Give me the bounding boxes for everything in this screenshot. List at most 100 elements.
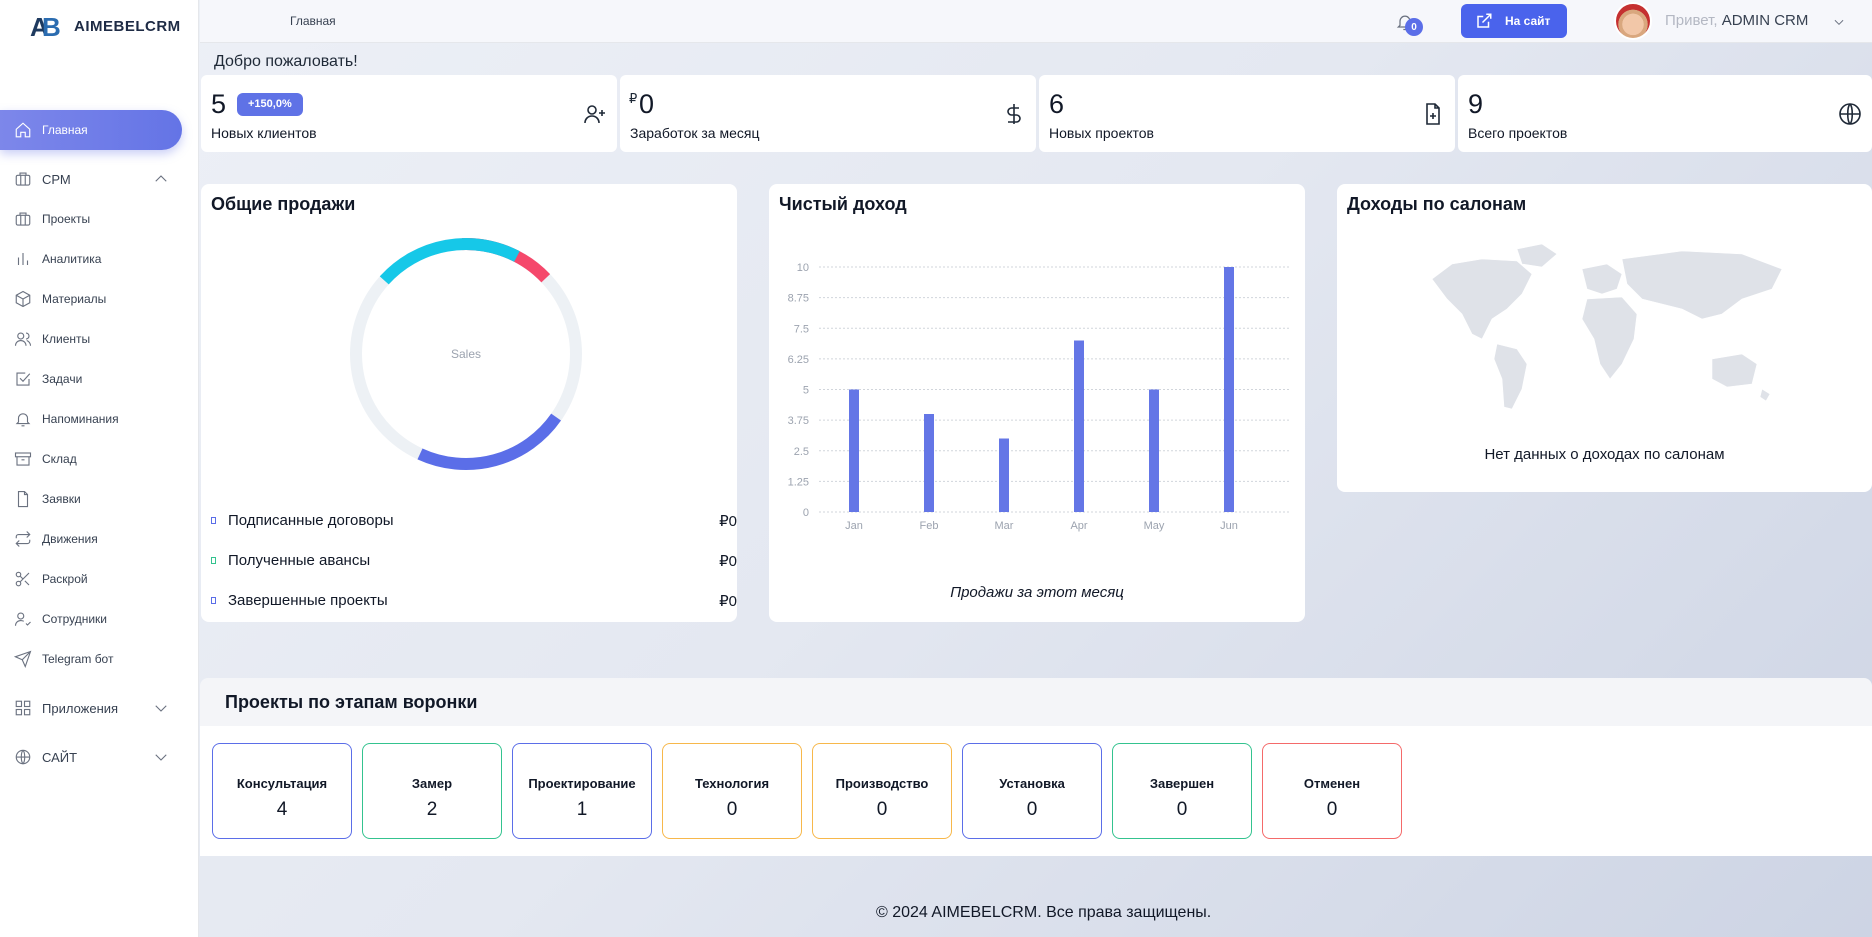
map-south-america — [1493, 343, 1528, 410]
y-tick-label: 0 — [803, 507, 809, 519]
sidebar-item-requests[interactable]: Заявки — [0, 481, 182, 517]
sidebar-item-label: Материалы — [42, 292, 107, 306]
grid-icon — [15, 700, 31, 716]
box-icon — [15, 290, 31, 308]
chevron-down-icon[interactable] — [1832, 15, 1846, 29]
sidebar-item-telegram[interactable]: Telegram бот — [0, 641, 182, 677]
user-name: ADMIN CRM — [1721, 12, 1809, 29]
stat-label: Новых клиентов — [211, 125, 317, 141]
sidebar-item-analytics[interactable]: Аналитика — [0, 241, 182, 277]
notification-count-badge: 0 — [1405, 18, 1423, 36]
sidebar-item-cutting[interactable]: Раскрой — [0, 561, 182, 597]
stat-label: Всего проектов — [1468, 125, 1568, 141]
stage-name: Проектирование — [528, 776, 636, 791]
bar-feb[interactable] — [924, 414, 934, 512]
home-icon — [15, 122, 31, 138]
bar-apr[interactable] — [1074, 340, 1084, 513]
empty-state-text: Нет данных о доходах по салонам — [1484, 446, 1725, 463]
chevron-down-icon — [155, 754, 167, 761]
sidebar-group-label: СРМ — [42, 171, 71, 187]
sidebar-item-home[interactable]: Главная — [0, 110, 182, 150]
avatar[interactable] — [1614, 2, 1652, 40]
globe-icon — [15, 749, 31, 765]
breadcrumb[interactable]: Главная — [290, 14, 336, 28]
donut-center-label: Sales — [451, 347, 481, 361]
stage-count: 2 — [426, 799, 438, 820]
x-tick-label: May — [1144, 520, 1165, 532]
sidebar-item-tasks[interactable]: Задачи — [0, 361, 182, 397]
bar-jun[interactable] — [1224, 267, 1234, 512]
sidebar-item-projects[interactable]: Проекты — [0, 201, 182, 237]
go-to-site-button[interactable]: На сайт — [1461, 4, 1567, 38]
stat-card-total-projects: 9 Всего проектов — [1458, 75, 1872, 152]
bar-may[interactable] — [1149, 389, 1159, 513]
sidebar-group-crm[interactable]: СРМ — [0, 161, 182, 197]
net-income-panel: Чистый доход 0 1.25 2.5 3.75 5 6.25 7.5 8.75 10 J… — [769, 184, 1305, 622]
sidebar-item-label: Telegram бот — [42, 652, 114, 666]
sidebar-item-materials[interactable]: Материалы — [0, 281, 182, 317]
stat-card-new-projects: 6 Новых проектов — [1039, 75, 1455, 152]
scissors-icon — [15, 571, 30, 587]
growth-badge: +150,0% — [237, 93, 303, 116]
brand-logo[interactable]: A B AIMEBELCRM — [30, 12, 181, 40]
x-tick-label: Feb — [920, 520, 939, 532]
sidebar-group-site[interactable]: САЙТ — [0, 739, 182, 775]
funnel-stage-card[interactable]: Технология 0 — [662, 743, 802, 839]
sales-panel: Общие продажи Sales Подписанные договоры… — [201, 184, 737, 622]
stat-value: 0 — [639, 89, 655, 119]
sidebar-item-clients[interactable]: Клиенты — [0, 321, 182, 357]
globe-icon — [1839, 103, 1861, 125]
stage-count: 0 — [1326, 799, 1338, 820]
briefcase-icon — [15, 172, 31, 186]
world-map — [1431, 243, 1783, 410]
salon-income-panel: Доходы по салонам Нет данных о доходах п… — [1337, 184, 1872, 492]
funnel-stage-card[interactable]: Установка 0 — [962, 743, 1102, 839]
svg-text:B: B — [42, 12, 61, 40]
funnel-stage-card[interactable]: Производство 0 — [812, 743, 952, 839]
funnel-stage-card[interactable]: Отменен 0 — [1262, 743, 1402, 839]
bar-mar[interactable] — [999, 438, 1009, 513]
y-tick-label: 10 — [797, 262, 809, 274]
map-greenland — [1516, 243, 1558, 268]
sidebar-item-movements[interactable]: Движения — [0, 521, 182, 557]
file-plus-icon — [1426, 103, 1440, 125]
sidebar-item-employees[interactable]: Сотрудники — [0, 601, 182, 637]
legend-marker — [211, 597, 216, 604]
x-tick-label: Mar — [995, 520, 1014, 532]
map-new-zealand — [1759, 388, 1771, 402]
funnel-stage-card[interactable]: Завершен 0 — [1112, 743, 1252, 839]
bar-jan[interactable] — [849, 389, 859, 513]
stat-value: 6 — [1049, 89, 1065, 119]
funnel-stage-card[interactable]: Замер 2 — [362, 743, 502, 839]
sidebar-group-apps[interactable]: Приложения — [0, 690, 182, 726]
sidebar-item-warehouse[interactable]: Склад — [0, 441, 182, 477]
map-north-america — [1431, 258, 1533, 340]
legend-amount: ₽0 — [719, 512, 737, 530]
stage-count: 0 — [876, 799, 888, 820]
sidebar-item-label: Раскрой — [42, 572, 88, 586]
greeting-text: Привет, — [1665, 12, 1718, 29]
sidebar-item-label: Склад — [42, 452, 77, 466]
stat-value: 9 — [1468, 89, 1484, 119]
stage-name: Производство — [835, 776, 929, 791]
map-australia — [1711, 353, 1758, 388]
funnel-header: Проекты по этапам воронки — [200, 678, 1872, 727]
y-tick-label: 3.75 — [788, 415, 809, 427]
legend-item: Подписанные договоры ₽0 — [211, 512, 737, 530]
legend-label: Завершенные проекты — [228, 592, 388, 609]
funnel-stage-card[interactable]: Консультация 4 — [212, 743, 352, 839]
sidebar-item-label: Клиенты — [42, 332, 91, 346]
dollar-icon — [1007, 104, 1021, 124]
funnel-stage-card[interactable]: Проектирование 1 — [512, 743, 652, 839]
user-menu[interactable]: Привет, ADMIN CRM — [1665, 12, 1808, 29]
stage-count: 0 — [726, 799, 738, 820]
users-icon — [14, 332, 32, 346]
file-icon — [17, 490, 29, 508]
checkbox-icon — [16, 372, 31, 386]
brand-name: AIMEBELCRM — [74, 17, 181, 35]
repeat-icon — [15, 531, 31, 547]
stat-value: 5 — [211, 89, 227, 119]
sidebar-item-label: Сотрудники — [42, 612, 107, 626]
panel-title: Общие продажи — [211, 194, 356, 214]
sidebar-item-reminders[interactable]: Напоминания — [0, 401, 182, 437]
